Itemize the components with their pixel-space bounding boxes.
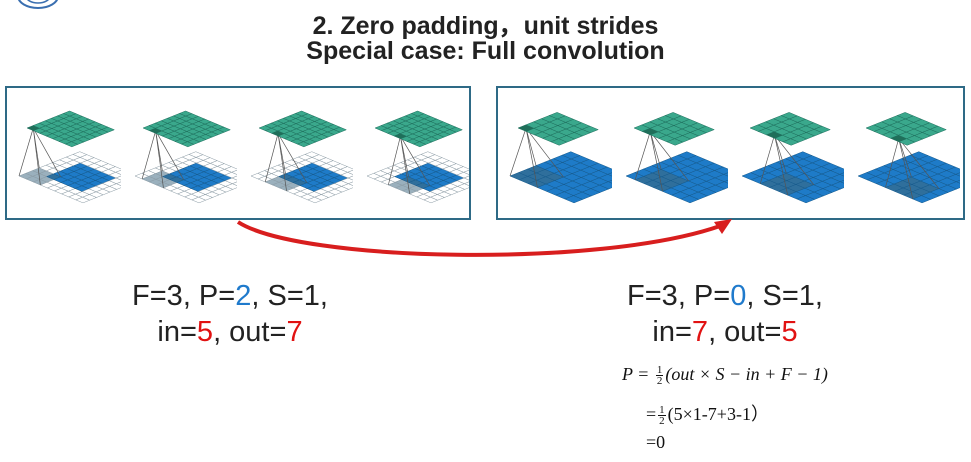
right-params-line1: F=3, P=0, S=1, [627,280,823,312]
convolution-stage-2 [625,112,728,204]
right-P: 0 [730,280,747,312]
convolution-stage-1 [18,110,121,204]
slide-title: 2. Zero padding，unit strides [312,12,659,40]
right-S: 1 [798,280,815,312]
left-S: 1 [303,280,320,312]
padding-formula-line2: = 1 2 (5×1-7+3-1） [646,400,769,428]
padded-convolution-panel [5,86,471,220]
formula-eq: = [646,404,657,424]
left-params-line1: F=3, P=2, S=1, [132,280,328,312]
left-in: 5 [196,316,214,348]
right-out: 5 [781,316,798,348]
left-params-line2: in=5, out=7 [157,316,303,348]
frac-num: 1 [655,364,664,377]
left-P: 2 [235,280,252,312]
formula-substitution: (5×1-7+3-1） [667,404,769,424]
frac-num: 1 [658,404,666,417]
right-parameters: F=3, P=0, S=1, in=7, out=5 [590,278,860,350]
padding-formula-line1: P = 1 2 (out × S − in + F − 1) [622,364,828,388]
frac-den: 2 [659,415,665,428]
left-out: 7 [286,316,303,348]
convolution-stage-3 [741,112,844,204]
convolution-stage-3 [250,110,353,204]
convolution-stage-4 [366,110,469,204]
convolution-stage-1 [509,112,612,204]
convolution-stage-4 [857,112,960,204]
frac-den: 2 [656,375,663,388]
left-parameters: F=3, P=2, S=1, in=5, out=7 [95,278,365,350]
convolution-stage-2 [134,110,237,204]
transposed-equivalent-panel [496,86,965,220]
university-logo-icon [18,0,58,9]
right-F: 3 [661,280,678,312]
formula-expression: (out × S − in + F − 1) [665,364,828,384]
right-params-line2: in=7, out=5 [652,316,798,348]
slide-subtitle: Special case: Full convolution [306,37,665,65]
left-F: 3 [166,280,183,312]
padding-formula-result: =0 [646,432,666,452]
right-in: 7 [691,316,709,348]
formula-lhs: P = [622,364,650,384]
